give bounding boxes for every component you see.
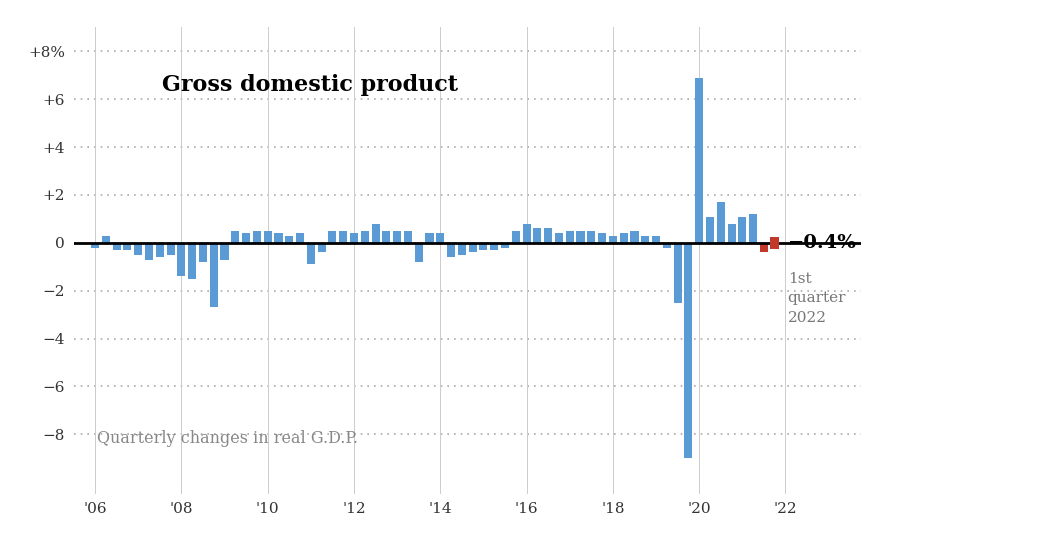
Bar xyxy=(231,231,239,243)
Bar xyxy=(533,228,542,243)
Bar xyxy=(436,233,444,243)
Bar xyxy=(523,223,530,243)
Bar xyxy=(598,233,606,243)
Bar xyxy=(286,236,293,243)
Bar xyxy=(112,243,121,250)
Bar xyxy=(706,216,714,243)
Bar xyxy=(198,243,207,262)
Bar xyxy=(673,243,681,302)
Bar xyxy=(264,231,272,243)
Bar xyxy=(749,214,757,243)
Bar xyxy=(544,228,552,243)
Bar xyxy=(728,223,736,243)
Bar xyxy=(243,233,250,243)
Bar xyxy=(361,231,369,243)
Bar xyxy=(480,243,487,250)
Bar xyxy=(167,243,174,255)
Bar xyxy=(372,223,380,243)
Bar xyxy=(652,236,660,243)
Bar xyxy=(124,243,131,250)
Bar xyxy=(339,231,348,243)
Bar xyxy=(738,216,747,243)
Bar xyxy=(274,233,282,243)
Bar xyxy=(447,243,455,257)
Bar xyxy=(425,233,434,243)
Bar xyxy=(253,231,261,243)
Bar xyxy=(566,231,573,243)
Bar xyxy=(317,243,326,253)
Text: Gross domestic product: Gross domestic product xyxy=(162,74,458,96)
Bar xyxy=(307,243,315,265)
Bar xyxy=(102,236,110,243)
Bar xyxy=(382,231,391,243)
Bar xyxy=(188,243,196,279)
Bar xyxy=(415,243,423,262)
Bar xyxy=(91,243,99,248)
Bar xyxy=(760,243,768,253)
Bar xyxy=(685,243,692,458)
FancyBboxPatch shape xyxy=(771,237,779,249)
Bar xyxy=(511,231,520,243)
Bar xyxy=(501,243,509,248)
Bar xyxy=(350,233,358,243)
Bar xyxy=(468,243,477,253)
Bar xyxy=(393,231,401,243)
Bar xyxy=(134,243,142,255)
Bar xyxy=(220,243,229,260)
Bar xyxy=(155,243,164,257)
Text: Quarterly changes in real G.D.P.: Quarterly changes in real G.D.P. xyxy=(97,430,358,447)
Bar xyxy=(630,231,638,243)
Bar xyxy=(620,233,628,243)
Bar xyxy=(576,231,585,243)
Bar xyxy=(587,231,595,243)
Bar xyxy=(490,243,499,250)
Bar xyxy=(554,233,563,243)
Bar xyxy=(458,243,466,255)
Bar xyxy=(695,78,704,243)
Bar xyxy=(210,243,217,307)
Bar xyxy=(609,236,617,243)
Bar xyxy=(642,236,649,243)
Bar xyxy=(145,243,153,260)
Text: 1st
quarter
2022: 1st quarter 2022 xyxy=(788,272,846,324)
Bar xyxy=(717,202,724,243)
Bar xyxy=(663,243,671,248)
Bar xyxy=(329,231,336,243)
Bar xyxy=(404,231,412,243)
Text: −0.4%: −0.4% xyxy=(788,234,857,252)
Bar xyxy=(177,243,186,276)
Bar xyxy=(296,233,304,243)
